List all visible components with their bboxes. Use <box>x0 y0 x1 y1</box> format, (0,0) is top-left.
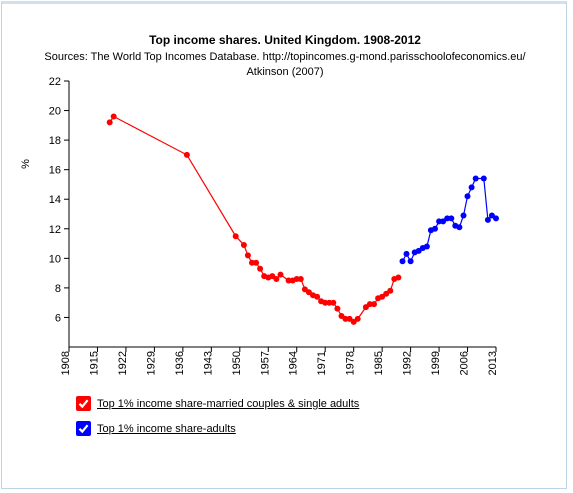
data-point[interactable] <box>395 274 402 281</box>
y-axis-label: % <box>20 159 32 169</box>
data-point[interactable] <box>468 184 475 191</box>
data-point[interactable] <box>106 119 113 126</box>
data-point[interactable] <box>366 301 373 308</box>
data-point[interactable] <box>407 258 414 265</box>
series-layer <box>106 113 499 325</box>
checkbox-icon[interactable] <box>76 421 91 436</box>
x-tick-label: 1950 <box>231 351 243 375</box>
y-tick-label: 14 <box>49 194 61 206</box>
x-tick-label: 1908 <box>60 351 72 375</box>
x-tick-label: 1929 <box>145 351 157 375</box>
data-point[interactable] <box>379 293 386 300</box>
data-point[interactable] <box>423 243 430 250</box>
x-tick-label: 1915 <box>88 351 100 375</box>
data-point[interactable] <box>493 215 499 222</box>
legend-label-married-couples[interactable]: Top 1% income share-married couples & si… <box>97 397 360 410</box>
x-tick-label: 1999 <box>430 351 442 375</box>
data-point[interactable] <box>334 305 341 312</box>
data-point[interactable] <box>456 224 463 231</box>
y-tick-label: 8 <box>55 283 61 295</box>
data-point[interactable] <box>399 258 406 265</box>
data-point[interactable] <box>440 218 447 225</box>
y-tick-label: 12 <box>49 224 61 236</box>
y-tick-label: 10 <box>49 253 61 265</box>
legend-item-married-couples[interactable]: Top 1% income share-married couples & si… <box>76 396 359 411</box>
data-point[interactable] <box>444 215 451 222</box>
data-point[interactable] <box>273 276 280 282</box>
series-0 <box>106 113 402 325</box>
data-point[interactable] <box>249 259 255 266</box>
data-point[interactable] <box>387 287 394 294</box>
data-point[interactable] <box>342 315 349 322</box>
x-tick-label: 1992 <box>402 351 414 375</box>
data-point[interactable] <box>322 299 329 306</box>
x-tick-label: 1957 <box>259 351 271 375</box>
data-point[interactable] <box>330 299 337 306</box>
data-point[interactable] <box>257 265 264 272</box>
data-point[interactable] <box>305 289 312 296</box>
data-point[interactable] <box>460 212 467 219</box>
y-tick-label: 16 <box>49 165 61 177</box>
data-point[interactable] <box>244 252 251 259</box>
data-point[interactable] <box>480 175 487 182</box>
x-tick-label: 1971 <box>316 351 328 375</box>
data-point[interactable] <box>383 290 390 297</box>
x-tick-label: 1985 <box>373 351 385 375</box>
data-point[interactable] <box>346 315 353 322</box>
data-point[interactable] <box>472 175 479 182</box>
y-tick-label: 20 <box>49 106 61 118</box>
legend-label-adults[interactable]: Top 1% income share-adults <box>97 422 236 435</box>
chart-subtitle-line-1: Sources: The World Top Incomes Database.… <box>44 51 526 63</box>
data-point[interactable] <box>297 276 304 282</box>
data-point[interactable] <box>432 225 438 232</box>
x-tick-label: 1978 <box>345 351 357 375</box>
data-point[interactable] <box>484 216 491 223</box>
x-tick-label: 2013 <box>487 351 499 375</box>
data-point[interactable] <box>253 259 260 266</box>
x-tick-label: 2006 <box>459 351 471 375</box>
legend-item-adults[interactable]: Top 1% income share-adults <box>76 421 236 436</box>
data-point[interactable] <box>403 250 410 257</box>
checkbox-icon[interactable] <box>76 396 91 411</box>
axes: 6 8 10 12 14 16 18 20 22 1908 1915 1922 1929 1936 1943… <box>49 76 499 375</box>
data-point[interactable] <box>354 315 361 322</box>
data-point[interactable] <box>464 193 471 200</box>
series-line <box>109 115 399 323</box>
data-point[interactable] <box>232 233 239 240</box>
data-point[interactable] <box>240 242 247 248</box>
data-point[interactable] <box>371 301 377 308</box>
data-point[interactable] <box>293 276 300 282</box>
data-point[interactable] <box>314 293 321 300</box>
data-point[interactable] <box>277 271 284 278</box>
data-point[interactable] <box>110 113 117 120</box>
y-tick-label: 22 <box>49 76 61 88</box>
x-tick-label: 1922 <box>117 351 129 375</box>
data-point[interactable] <box>448 215 455 222</box>
data-point[interactable] <box>183 151 190 158</box>
chart-subtitle-line-2: Atkinson (2007) <box>246 66 323 78</box>
y-tick-label: 18 <box>49 135 61 147</box>
y-tick-label: 6 <box>55 312 61 324</box>
chart-title: Top income shares. United Kingdom. 1908-… <box>149 33 421 47</box>
chart-frame <box>1 1 567 489</box>
series-1 <box>399 175 499 265</box>
x-tick-label: 1936 <box>174 351 186 375</box>
data-point[interactable] <box>285 277 292 284</box>
x-tick-label: 1964 <box>288 351 300 375</box>
x-tick-label: 1943 <box>202 351 214 375</box>
